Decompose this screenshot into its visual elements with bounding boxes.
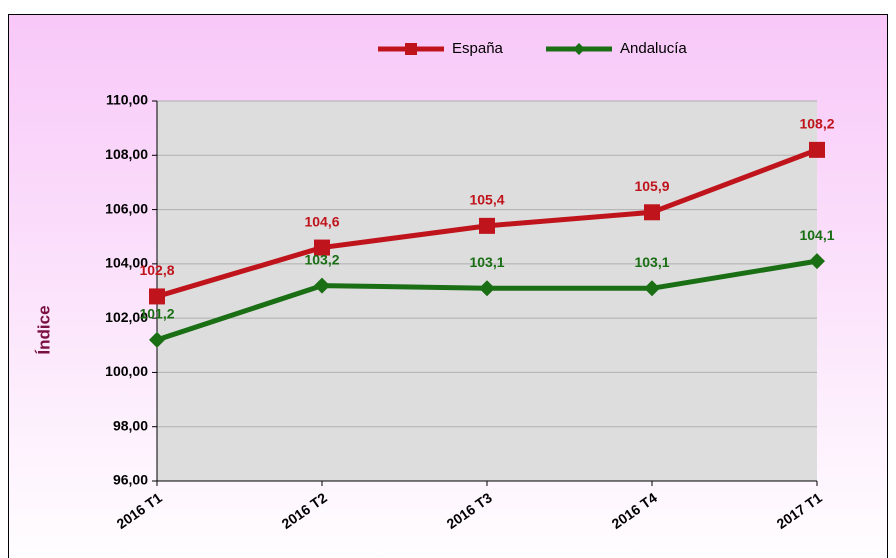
marker: [644, 204, 660, 221]
y-tick-label: 106,00: [105, 200, 148, 216]
y-tick-label: 104,00: [105, 255, 148, 271]
y-tick-label: 110,00: [106, 92, 148, 108]
data-label: 103,1: [634, 254, 669, 270]
marker: [809, 253, 825, 270]
legend-label: Andalucía: [620, 40, 687, 57]
data-label: 105,9: [634, 178, 669, 194]
marker: [149, 288, 165, 305]
marker: [809, 141, 825, 158]
data-label: 103,1: [469, 254, 504, 270]
y-tick-label: 98,00: [113, 417, 148, 433]
data-label: 104,6: [304, 213, 339, 229]
y-tick-label: 102,00: [105, 309, 148, 325]
data-label: 108,2: [799, 116, 834, 132]
data-label: 102,8: [139, 262, 174, 278]
legend-marker: [573, 43, 585, 55]
marker: [314, 277, 330, 294]
data-label: 105,4: [469, 192, 504, 208]
marker: [314, 239, 330, 256]
marker: [149, 331, 165, 348]
y-tick-label: 108,00: [105, 146, 148, 162]
y-tick-label: 100,00: [105, 363, 148, 379]
legend-marker: [405, 43, 417, 55]
marker: [644, 280, 660, 297]
data-label: 103,2: [304, 251, 339, 267]
data-label: 101,2: [139, 306, 174, 322]
y-axis-label: Índice: [34, 305, 53, 354]
marker: [479, 280, 495, 297]
y-tick-label: 96,00: [113, 472, 148, 488]
data-label: 104,1: [799, 227, 834, 243]
legend-label: España: [452, 40, 504, 57]
marker: [479, 217, 495, 234]
